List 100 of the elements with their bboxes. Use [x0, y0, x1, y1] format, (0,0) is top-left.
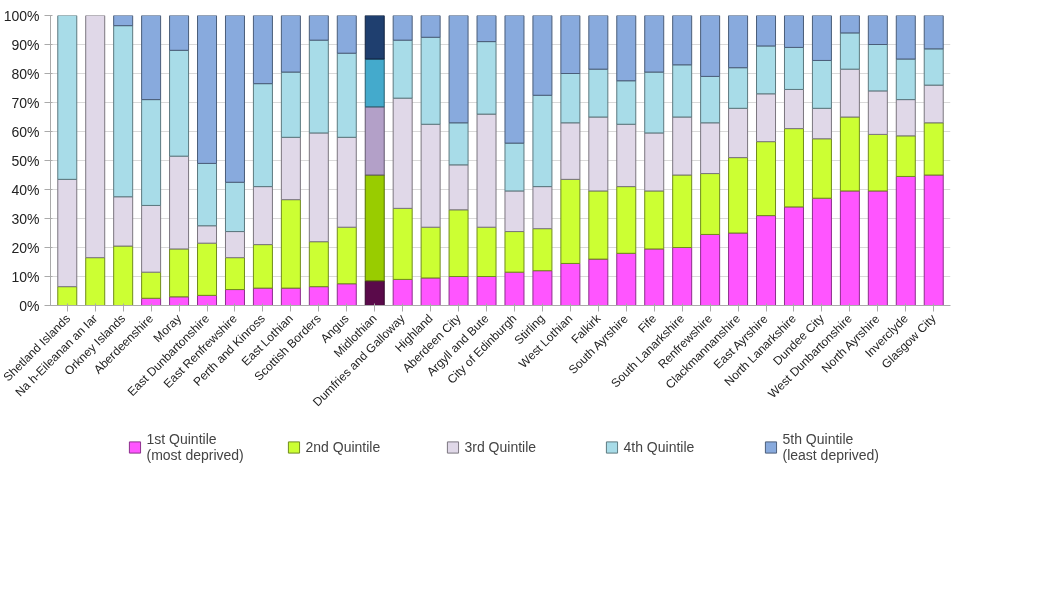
bar [392, 39, 413, 99]
bar [308, 241, 329, 288]
bar [504, 231, 525, 273]
bar [616, 252, 637, 306]
bar [811, 197, 832, 306]
bar [560, 15, 581, 74]
bar [756, 93, 777, 143]
bar [169, 15, 190, 51]
bar [923, 174, 944, 306]
bar [197, 242, 218, 296]
y-tick-label: 10% [11, 268, 40, 285]
y-tick-label: 50% [11, 152, 40, 169]
bar [169, 49, 190, 157]
bar [392, 97, 413, 209]
bar [560, 262, 581, 306]
bar [113, 25, 134, 198]
bar [197, 225, 218, 244]
bar [197, 15, 218, 164]
bar [616, 186, 637, 254]
bar [923, 48, 944, 86]
bar [224, 257, 245, 291]
bar [811, 15, 832, 61]
bar [728, 157, 749, 234]
bar [672, 247, 693, 306]
y-tick-label: 20% [11, 239, 40, 256]
bar [756, 45, 777, 95]
y-tick-label: 100% [3, 7, 40, 24]
bar [169, 155, 190, 250]
bar [560, 122, 581, 180]
bar [113, 196, 134, 247]
bar [895, 99, 916, 137]
bar [895, 15, 916, 60]
bar [141, 271, 162, 299]
bar [504, 142, 525, 192]
bar [700, 75, 721, 124]
bar [700, 173, 721, 235]
bar [280, 199, 301, 289]
bar [169, 248, 190, 298]
bar [588, 15, 609, 70]
bar [57, 178, 78, 288]
bar [532, 228, 553, 272]
bar [420, 123, 441, 228]
bar [783, 15, 804, 48]
bar [364, 280, 385, 306]
bar [364, 106, 385, 176]
bar [57, 286, 78, 306]
bar [532, 94, 553, 188]
legend-label: 4th Quintile [623, 438, 696, 457]
bar [560, 178, 581, 264]
bar [867, 133, 888, 192]
bar [783, 206, 804, 306]
bar [224, 231, 245, 259]
bar [728, 67, 749, 109]
bar [336, 226, 357, 285]
bar [867, 15, 888, 45]
bar [532, 15, 553, 96]
y-tick-label: 80% [11, 65, 40, 82]
bar [336, 136, 357, 228]
bar [141, 204, 162, 273]
bar [113, 15, 134, 27]
bar [923, 122, 944, 176]
bar [392, 207, 413, 280]
bar [197, 162, 218, 227]
bar [588, 190, 609, 260]
bar [672, 15, 693, 66]
bar [672, 64, 693, 118]
bar [616, 80, 637, 125]
bar [420, 226, 441, 279]
bar [308, 132, 329, 243]
bar [839, 15, 860, 34]
bar [252, 186, 273, 246]
bar [756, 15, 777, 47]
bar [141, 99, 162, 206]
bar [923, 84, 944, 124]
bar [783, 46, 804, 90]
bar [588, 68, 609, 118]
bar [476, 226, 497, 277]
bar [85, 15, 106, 259]
bar [895, 58, 916, 101]
bar [839, 116, 860, 192]
bar [476, 113, 497, 228]
bar [504, 190, 525, 233]
bar [728, 232, 749, 306]
bar [420, 36, 441, 125]
bar [532, 270, 553, 306]
legend-label: 1st Quintile (most deprived) [146, 430, 245, 464]
bar [392, 278, 413, 306]
y-tick-label: 70% [11, 94, 40, 111]
bar [476, 15, 497, 43]
bar [839, 190, 860, 306]
bar [336, 283, 357, 306]
bar [141, 15, 162, 101]
bar [728, 107, 749, 159]
y-tick-label: 60% [11, 123, 40, 140]
bar [644, 71, 665, 134]
bar [588, 116, 609, 192]
bar [280, 71, 301, 138]
bar [448, 122, 469, 166]
bar [700, 233, 721, 306]
y-tick-label: 30% [11, 210, 40, 227]
